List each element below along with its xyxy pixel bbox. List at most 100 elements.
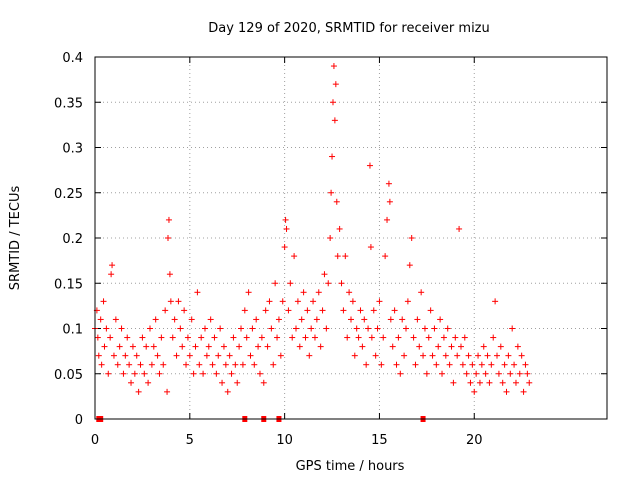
- data-point: [423, 370, 430, 377]
- data-point: [450, 379, 457, 386]
- data-point: [196, 361, 203, 368]
- data-point: [457, 343, 464, 350]
- data-point: [228, 370, 235, 377]
- data-point: [281, 244, 288, 251]
- data-point: [211, 334, 218, 341]
- data-point: [346, 289, 353, 296]
- data-point: [503, 388, 510, 395]
- data-point: [410, 334, 417, 341]
- data-point: [310, 298, 317, 305]
- data-point: [501, 361, 508, 368]
- data-point: [97, 316, 104, 323]
- data-point: [325, 280, 332, 287]
- data-point: [285, 307, 292, 314]
- data-point: [370, 307, 377, 314]
- data-point: [152, 316, 159, 323]
- data-points: [92, 63, 533, 395]
- data-point: [348, 316, 354, 323]
- data-point: [509, 325, 516, 332]
- data-point: [499, 379, 506, 386]
- data-point: [444, 325, 451, 332]
- y-tick-label: 0.3: [62, 142, 83, 157]
- data-point: [446, 361, 453, 368]
- data-point: [495, 370, 502, 377]
- data-point: [116, 343, 123, 350]
- data-point: [279, 298, 286, 305]
- data-point: [255, 343, 262, 350]
- data-point: [249, 325, 256, 332]
- chart-title: Day 129 of 2020, SRMTID for receiver miz…: [208, 21, 490, 36]
- data-point: [304, 307, 311, 314]
- data-point: [402, 325, 409, 332]
- y-tick-label: 0.2: [62, 232, 83, 247]
- data-point: [414, 316, 421, 323]
- data-point: [287, 280, 294, 287]
- data-point: [143, 343, 150, 350]
- data-point: [220, 343, 227, 350]
- data-point: [338, 280, 345, 287]
- data-point: [128, 379, 135, 386]
- data-point: [162, 307, 169, 314]
- data-point: [378, 361, 385, 368]
- data-point: [334, 253, 341, 260]
- grid: [95, 57, 607, 419]
- data-point: [476, 379, 483, 386]
- data-point: [332, 81, 339, 88]
- data-point: [367, 244, 374, 251]
- data-point: [385, 180, 392, 187]
- data-point: [435, 343, 442, 350]
- data-point: [146, 325, 153, 332]
- data-point: [518, 352, 525, 359]
- data-point: [234, 379, 241, 386]
- data-point: [507, 370, 514, 377]
- plot-frame: [94, 56, 608, 420]
- data-point: [282, 216, 289, 223]
- data-point: [270, 361, 277, 368]
- data-point: [173, 352, 180, 359]
- data-point: [374, 325, 381, 332]
- data-point: [427, 307, 434, 314]
- data-point: [313, 316, 320, 323]
- data-point: [160, 361, 167, 368]
- data-point: [454, 352, 461, 359]
- ticks: 0 0.05 0.1 0.15 0.2 0.25 0.3 0.35 0.4 0 5 10 15 20: [54, 51, 607, 448]
- data-point: [100, 298, 107, 305]
- data-point: [366, 162, 373, 169]
- data-point: [283, 225, 290, 232]
- data-point: [154, 352, 161, 359]
- data-point: [355, 334, 362, 341]
- y-tick-label: 0: [75, 413, 83, 428]
- data-point: [298, 316, 305, 323]
- data-point: [330, 63, 337, 70]
- data-point: [302, 334, 309, 341]
- data-point: [148, 361, 155, 368]
- data-point: [463, 370, 470, 377]
- data-point: [186, 352, 193, 359]
- data-point: [207, 316, 214, 323]
- y-tick-label: 0.1: [62, 323, 83, 338]
- data-point: [465, 352, 472, 359]
- data-point: [103, 325, 110, 332]
- data-point: [107, 334, 114, 341]
- data-point: [272, 280, 279, 287]
- data-point: [382, 253, 389, 260]
- data-point: [274, 334, 281, 341]
- data-point: [190, 370, 197, 377]
- data-point: [319, 307, 326, 314]
- data-point: [205, 343, 212, 350]
- data-point: [175, 298, 182, 305]
- y-tick-label: 0.35: [54, 96, 83, 111]
- data-point: [317, 343, 324, 350]
- data-point: [120, 370, 127, 377]
- y-tick-label: 0.25: [54, 187, 83, 202]
- data-point: [323, 325, 330, 332]
- data-point: [135, 388, 142, 395]
- data-point: [469, 361, 476, 368]
- x-axis-label: GPS time / hours: [296, 459, 405, 474]
- data-point: [171, 316, 178, 323]
- data-point: [167, 298, 174, 305]
- data-point: [397, 370, 404, 377]
- y-axis-label: SRMTID / TECUs: [8, 186, 23, 291]
- data-point: [363, 361, 370, 368]
- data-point: [137, 361, 144, 368]
